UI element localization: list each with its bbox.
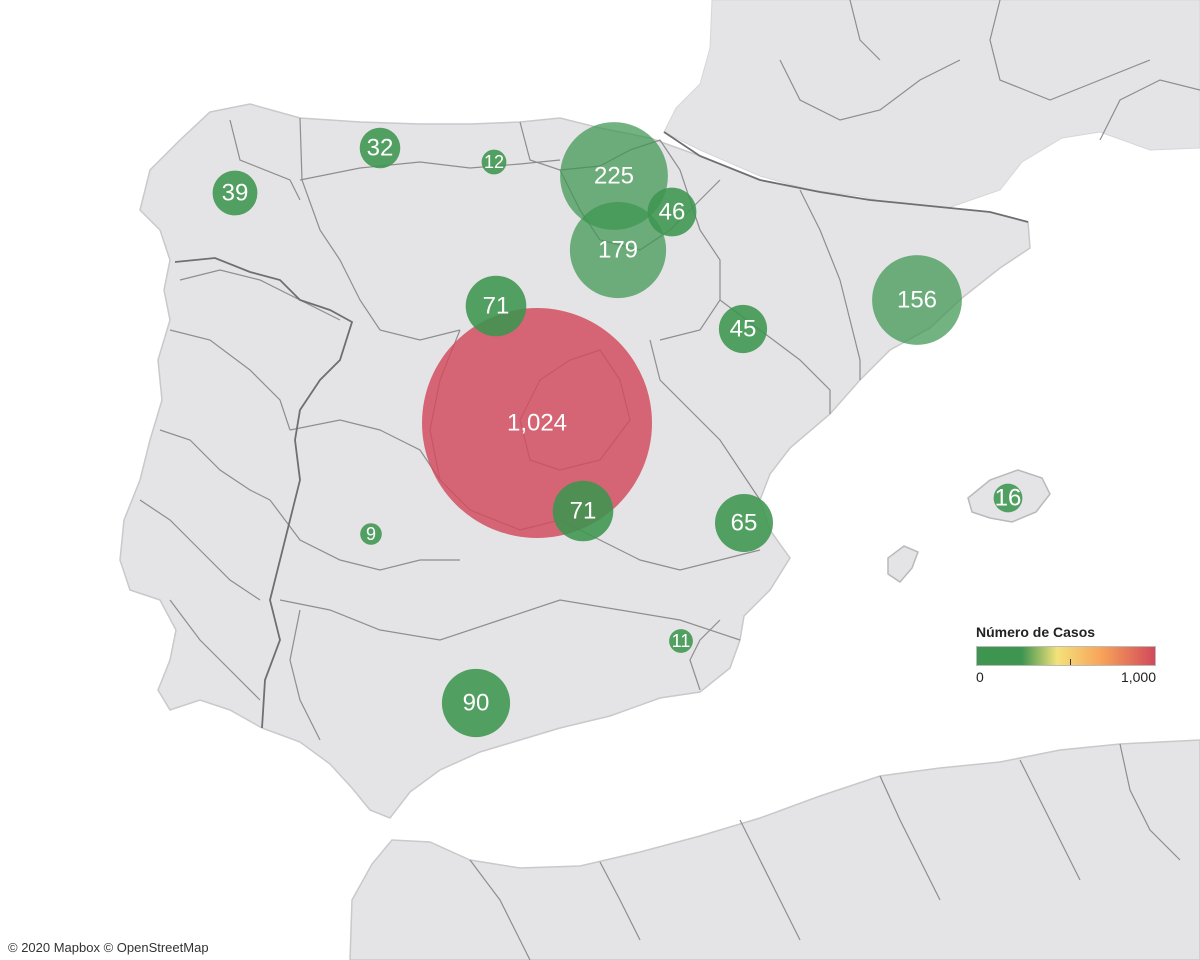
bubble-circle[interactable]: [993, 483, 1023, 513]
bubble-9[interactable]: 45: [718, 304, 768, 354]
bubbles-layer: 1,024 225 179 156 90 71 71 65 46 45 39 32 16 12 11 9: [212, 122, 1023, 738]
legend-max-label: 1,000: [1120, 669, 1156, 685]
bubble-label: 39: [222, 180, 249, 207]
bubble-label: 11: [672, 631, 691, 651]
map-attribution: © 2020 Mapbox © OpenStreetMap: [8, 940, 209, 955]
bubble-circle[interactable]: [718, 304, 768, 354]
bubble-label: 45: [730, 316, 757, 343]
bubble-circle[interactable]: [212, 170, 258, 216]
landmass-north-africa: [349, 739, 1200, 960]
bubble-10[interactable]: 39: [212, 170, 258, 216]
bubble-label: 16: [995, 485, 1022, 512]
bubble-circle[interactable]: [715, 494, 773, 552]
bubble-circle[interactable]: [647, 187, 697, 237]
legend-tick-mark: [1070, 659, 1071, 665]
bubble-circle[interactable]: [569, 201, 667, 299]
bubble-15[interactable]: 9: [360, 523, 382, 545]
bubble-label: 65: [731, 510, 758, 537]
bubble-circle[interactable]: [552, 480, 614, 542]
bubble-label: 90: [463, 690, 490, 717]
bubble-2[interactable]: 179: [569, 201, 667, 299]
bubble-11[interactable]: 32: [359, 127, 401, 169]
bubble-label: 9: [366, 524, 376, 544]
bubble-circle[interactable]: [422, 308, 652, 538]
bubble-label: 32: [367, 135, 394, 162]
bubble-circle[interactable]: [560, 122, 668, 230]
bubble-circle[interactable]: [669, 629, 693, 653]
country-borders: [174, 131, 1029, 729]
bubble-0[interactable]: 1,024: [422, 308, 652, 538]
bubble-circle[interactable]: [481, 149, 507, 175]
bubble-1[interactable]: 225: [560, 122, 668, 230]
bubble-4[interactable]: 90: [441, 668, 511, 738]
bubble-circle[interactable]: [360, 523, 382, 545]
landmass-ibiza: [887, 545, 919, 583]
bubble-5[interactable]: 71: [465, 275, 527, 337]
legend-title: Número de Casos: [976, 624, 1096, 640]
legend-min-label: 0: [976, 669, 984, 685]
bubble-label: 71: [483, 293, 510, 320]
bubble-12[interactable]: 16: [993, 483, 1023, 513]
bubble-label: 225: [594, 163, 634, 190]
bubble-label: 156: [897, 287, 937, 314]
legend: Número de Casos 0 1,000: [976, 624, 1160, 685]
bubble-3[interactable]: 156: [872, 255, 962, 345]
bubble-circle[interactable]: [872, 255, 962, 345]
bubble-label: 71: [570, 498, 597, 525]
bubble-circle[interactable]: [465, 275, 527, 337]
bubble-label: 179: [598, 237, 638, 264]
bubble-13[interactable]: 12: [481, 149, 507, 175]
bubble-label: 1,024: [507, 410, 567, 437]
bubble-circle[interactable]: [359, 127, 401, 169]
bubble-8[interactable]: 46: [647, 187, 697, 237]
bubble-7[interactable]: 65: [715, 494, 773, 552]
legend-color-scale: [976, 646, 1156, 666]
bubble-14[interactable]: 11: [669, 629, 693, 653]
bubble-circle[interactable]: [441, 668, 511, 738]
bubble-label: 12: [484, 152, 504, 172]
bubble-label: 46: [659, 199, 686, 226]
bubble-6[interactable]: 71: [552, 480, 614, 542]
